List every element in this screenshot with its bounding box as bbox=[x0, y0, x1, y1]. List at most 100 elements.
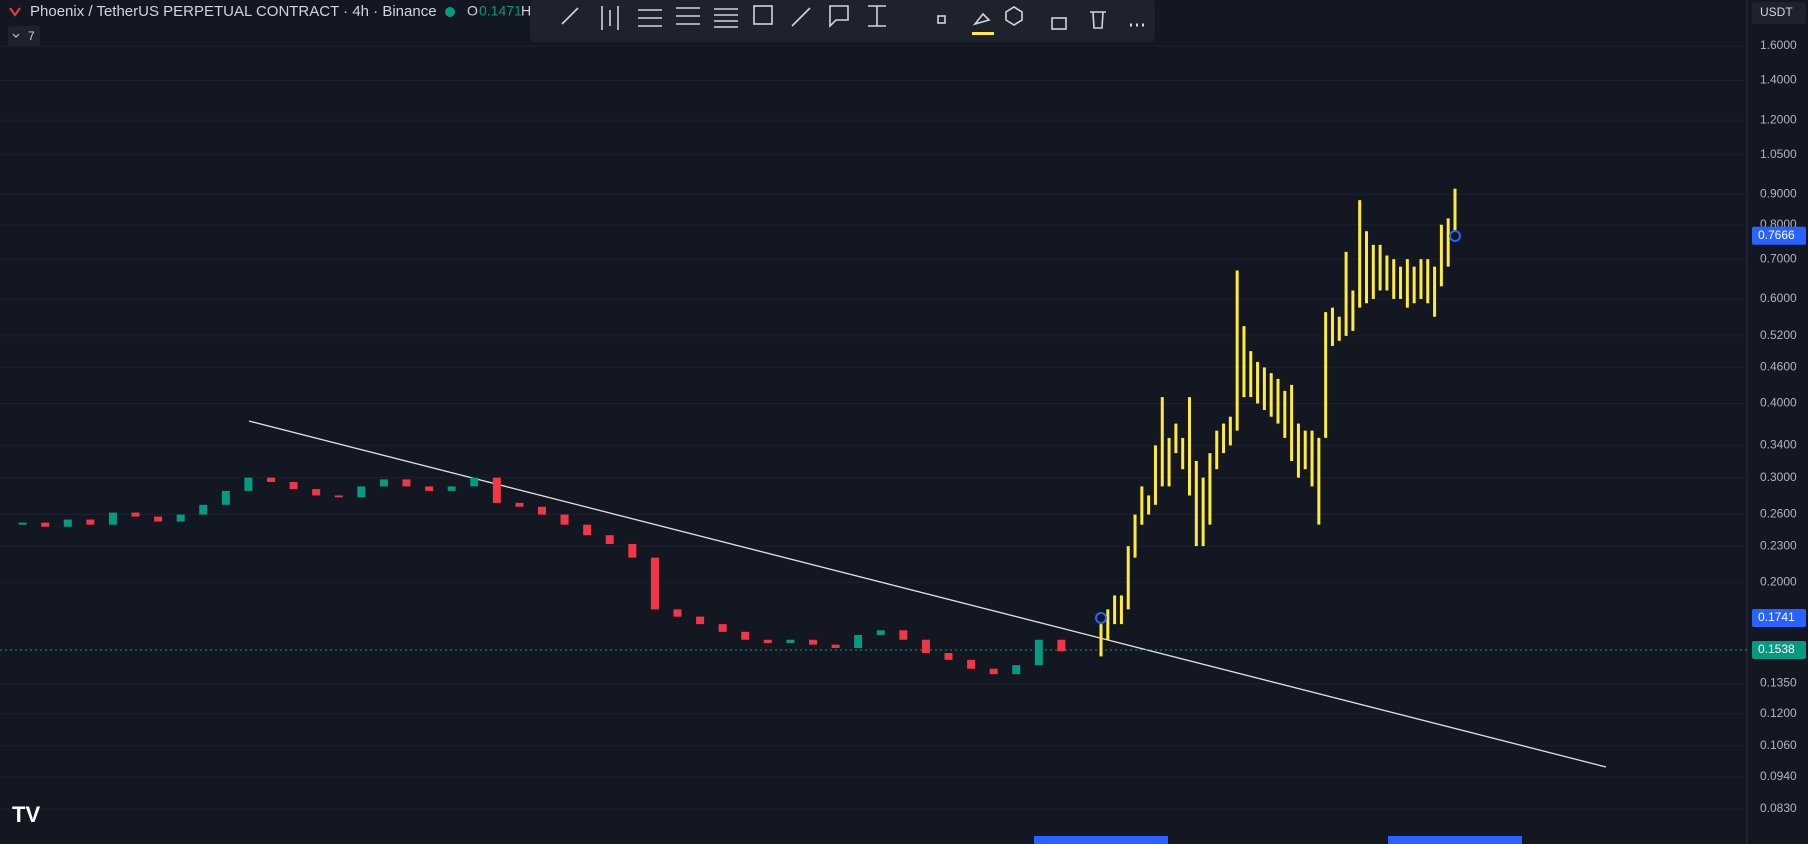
price-axis: 1.60001.40001.20001.05000.90000.80000.70… bbox=[1752, 38, 1806, 815]
candle bbox=[876, 630, 885, 635]
note-tool[interactable] bbox=[829, 5, 849, 28]
delete-tool[interactable] bbox=[1090, 11, 1106, 29]
candle bbox=[854, 634, 863, 648]
indicator-toggle[interactable] bbox=[8, 26, 40, 46]
candle bbox=[447, 486, 456, 491]
price-tick-label: 0.7000 bbox=[1760, 251, 1797, 265]
candle bbox=[763, 639, 772, 643]
candle bbox=[41, 522, 50, 527]
price-tick-label: 0.5200 bbox=[1760, 328, 1797, 342]
measure-tool[interactable] bbox=[791, 7, 811, 27]
candle bbox=[221, 490, 230, 505]
symbol-icon bbox=[9, 7, 21, 17]
bars-tool[interactable] bbox=[601, 6, 619, 30]
candle bbox=[673, 609, 682, 617]
price-tick-label: 1.0500 bbox=[1760, 147, 1797, 161]
trend-tool[interactable] bbox=[561, 7, 579, 25]
price-tick-label: 1.4000 bbox=[1760, 73, 1797, 87]
candles bbox=[18, 477, 1066, 675]
candle bbox=[131, 512, 140, 517]
candle bbox=[1012, 665, 1021, 675]
candle bbox=[154, 516, 163, 522]
candle bbox=[605, 535, 614, 544]
fib-tool[interactable] bbox=[676, 7, 700, 25]
candle bbox=[538, 506, 546, 515]
currency-button[interactable] bbox=[1752, 2, 1806, 24]
candle bbox=[989, 668, 998, 675]
candle bbox=[515, 502, 524, 507]
candle bbox=[696, 616, 705, 625]
projection-bars bbox=[1099, 188, 1457, 657]
high-label: H bbox=[521, 3, 531, 19]
candle bbox=[1034, 639, 1043, 666]
price-tick-label: 1.6000 bbox=[1760, 38, 1797, 52]
price-tick-label: 0.0940 bbox=[1760, 769, 1797, 783]
chevron bbox=[12, 33, 20, 38]
price-tick-label: 0.4000 bbox=[1760, 396, 1797, 410]
candle bbox=[199, 504, 208, 515]
candle bbox=[809, 639, 817, 645]
open-value: 0.1471 bbox=[479, 3, 522, 19]
candle bbox=[334, 495, 343, 498]
price-badge-label: 0.1741 bbox=[1758, 610, 1795, 624]
price-tick-label: 0.0830 bbox=[1760, 801, 1797, 815]
candle bbox=[1057, 639, 1066, 652]
price-tick-label: 0.1200 bbox=[1760, 706, 1797, 720]
lines-tool[interactable] bbox=[714, 8, 738, 28]
price-tick-label: 0.9000 bbox=[1760, 187, 1797, 201]
pitchfork-tool[interactable] bbox=[638, 9, 662, 27]
candle bbox=[470, 477, 479, 487]
candle bbox=[18, 522, 27, 525]
candle bbox=[492, 477, 501, 503]
rect-tool[interactable] bbox=[753, 5, 773, 25]
color-swatch[interactable] bbox=[972, 32, 994, 35]
grid bbox=[0, 45, 1747, 810]
candle bbox=[267, 477, 275, 482]
tv-logo: TV bbox=[12, 802, 40, 827]
range-highlight bbox=[1034, 836, 1168, 844]
candle bbox=[63, 519, 72, 527]
candle bbox=[289, 481, 298, 490]
price-tick-label: 0.1060 bbox=[1760, 738, 1797, 752]
price-tick-label: 0.4600 bbox=[1760, 360, 1797, 374]
price-tick-label: 0.1350 bbox=[1760, 676, 1797, 690]
price-tick-label: 1.2000 bbox=[1760, 112, 1797, 126]
paint-tool[interactable] bbox=[972, 12, 991, 26]
price-tick-label: 0.3400 bbox=[1760, 438, 1797, 452]
candle bbox=[425, 486, 434, 491]
settings-tool[interactable] bbox=[1005, 6, 1023, 26]
status-dot bbox=[445, 7, 455, 17]
symbol-title: Phoenix / TetherUS PERPETUAL CONTRACT · … bbox=[30, 3, 437, 20]
price-badge bbox=[1752, 226, 1806, 245]
toolbar-icons bbox=[561, 5, 1144, 35]
candle bbox=[899, 630, 908, 640]
candle bbox=[967, 659, 976, 669]
object-tool[interactable] bbox=[937, 15, 946, 24]
candle bbox=[402, 479, 411, 487]
candle bbox=[650, 557, 659, 610]
price-badge bbox=[1752, 640, 1806, 659]
candle bbox=[357, 486, 366, 498]
candle bbox=[379, 479, 388, 487]
candle bbox=[312, 489, 321, 496]
drawing-toolbar bbox=[530, 0, 1155, 42]
candle bbox=[560, 514, 569, 525]
candle bbox=[831, 644, 840, 648]
price-tick-label: 0.2300 bbox=[1760, 538, 1797, 552]
currency: USDT bbox=[1760, 5, 1793, 19]
candle bbox=[583, 524, 592, 536]
price-tick-label: 0.6000 bbox=[1760, 291, 1797, 305]
candle bbox=[244, 477, 253, 491]
anchor-point[interactable] bbox=[1095, 612, 1107, 624]
lock-tool[interactable] bbox=[1051, 17, 1067, 30]
price-tick-label: 0.3000 bbox=[1760, 470, 1797, 484]
anchor-point[interactable] bbox=[1449, 230, 1461, 242]
price-tick-label: 0.2600 bbox=[1760, 507, 1797, 521]
candle bbox=[786, 639, 795, 643]
text-tool[interactable] bbox=[868, 5, 886, 27]
price-badge bbox=[1752, 608, 1806, 627]
candle bbox=[176, 514, 185, 522]
